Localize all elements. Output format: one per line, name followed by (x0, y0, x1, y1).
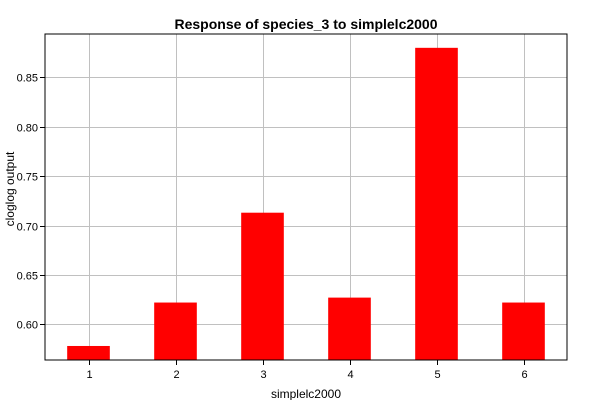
bar-2 (154, 302, 197, 360)
chart-title: Response of species_3 to simplelc2000 (174, 16, 437, 32)
x-tick-label: 2 (173, 369, 179, 381)
y-tick-label: 0.75 (17, 172, 38, 184)
x-tick-label: 5 (434, 369, 440, 381)
grid-lines (45, 34, 567, 360)
y-tick-label: 0.85 (17, 73, 38, 85)
x-tick-label: 1 (86, 369, 92, 381)
y-tick-label: 0.65 (17, 271, 38, 283)
y-tick-label: 0.70 (17, 222, 38, 234)
x-axis-ticks: 1 2 3 4 5 6 (86, 360, 528, 381)
bars (67, 47, 545, 360)
x-tick-label: 4 (347, 369, 353, 381)
bar-1 (67, 345, 110, 360)
plot-frame (44, 33, 568, 361)
x-tick-label: 3 (260, 369, 266, 381)
y-tick-label: 0.60 (17, 320, 38, 332)
y-axis-ticks: 0.60 0.65 0.70 0.75 0.80 0.85 (17, 73, 45, 332)
bar-4 (328, 297, 371, 360)
x-axis-label: simplelc2000 (271, 387, 341, 400)
bar-5 (415, 47, 458, 360)
bar-3 (241, 212, 284, 360)
y-axis-label: cloglog output (3, 151, 17, 226)
bar-6 (502, 302, 545, 360)
x-tick-label: 6 (521, 369, 527, 381)
y-tick-label: 0.80 (17, 123, 38, 135)
